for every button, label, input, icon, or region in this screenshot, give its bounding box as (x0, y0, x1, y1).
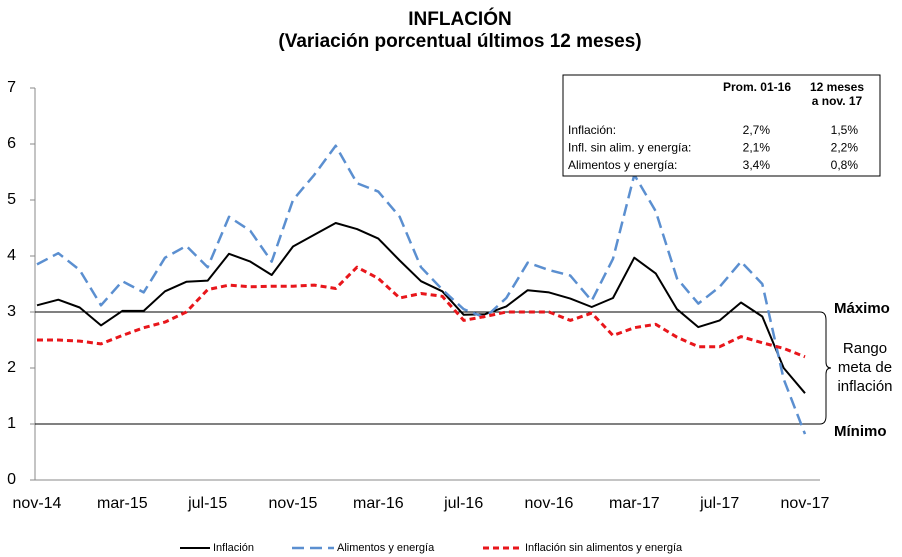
x-tick-label: jul-15 (187, 495, 227, 512)
range-label: meta de (838, 359, 892, 376)
y-tick-label: 1 (7, 415, 16, 432)
series-line (36, 144, 807, 435)
series-line (37, 265, 806, 359)
x-tick-label: jul-16 (443, 495, 483, 512)
legend-label: Alimentos y energía (337, 542, 435, 554)
range-label: Rango (843, 340, 887, 357)
table-cell: 2,1% (743, 141, 771, 155)
table-header: 12 meses (810, 80, 864, 94)
x-tick-label: mar-16 (353, 495, 404, 512)
table-box (562, 74, 881, 177)
table-cell: 1,5% (831, 123, 859, 137)
table-cell: Alimentos y energía: (568, 158, 677, 172)
x-tick-label: nov-17 (781, 495, 830, 512)
chart-subtitle: (Variación porcentual últimos 12 meses) (278, 31, 641, 52)
y-tick-label: 5 (7, 191, 16, 208)
series-line (36, 222, 806, 394)
x-tick-label: mar-17 (609, 495, 660, 512)
x-tick-label: nov-14 (13, 495, 62, 512)
x-tick-label: nov-16 (525, 495, 574, 512)
range-label: inflación (837, 378, 892, 395)
y-tick-label: 3 (7, 303, 16, 320)
x-tick-label: mar-15 (97, 495, 148, 512)
table-cell: 3,4% (743, 158, 771, 172)
range-brace (819, 311, 832, 425)
table-cell: 2,7% (743, 123, 771, 137)
chart-title: INFLACIÓN (408, 8, 511, 30)
y-tick-label: 2 (7, 359, 16, 376)
table-header: a nov. 17 (812, 94, 863, 108)
table-cell: Inflación: (568, 123, 616, 137)
y-tick-label: 7 (7, 79, 16, 96)
x-tick-label: nov-15 (269, 495, 318, 512)
table-cell: Infl. sin alim. y energía: (568, 141, 691, 155)
y-tick-label: 4 (7, 247, 16, 264)
reference-label: Mínimo (834, 423, 887, 440)
y-tick-label: 0 (7, 471, 16, 488)
x-tick-label: jul-17 (699, 495, 739, 512)
legend-label: Inflación sin alimentos y energía (525, 542, 683, 554)
table-cell: 0,8% (831, 158, 859, 172)
y-tick-label: 6 (7, 135, 16, 152)
legend-label: Inflación (213, 542, 254, 554)
table-header: Prom. 01-16 (723, 80, 791, 94)
reference-label: Máximo (834, 300, 890, 317)
table-cell: 2,2% (831, 141, 859, 155)
